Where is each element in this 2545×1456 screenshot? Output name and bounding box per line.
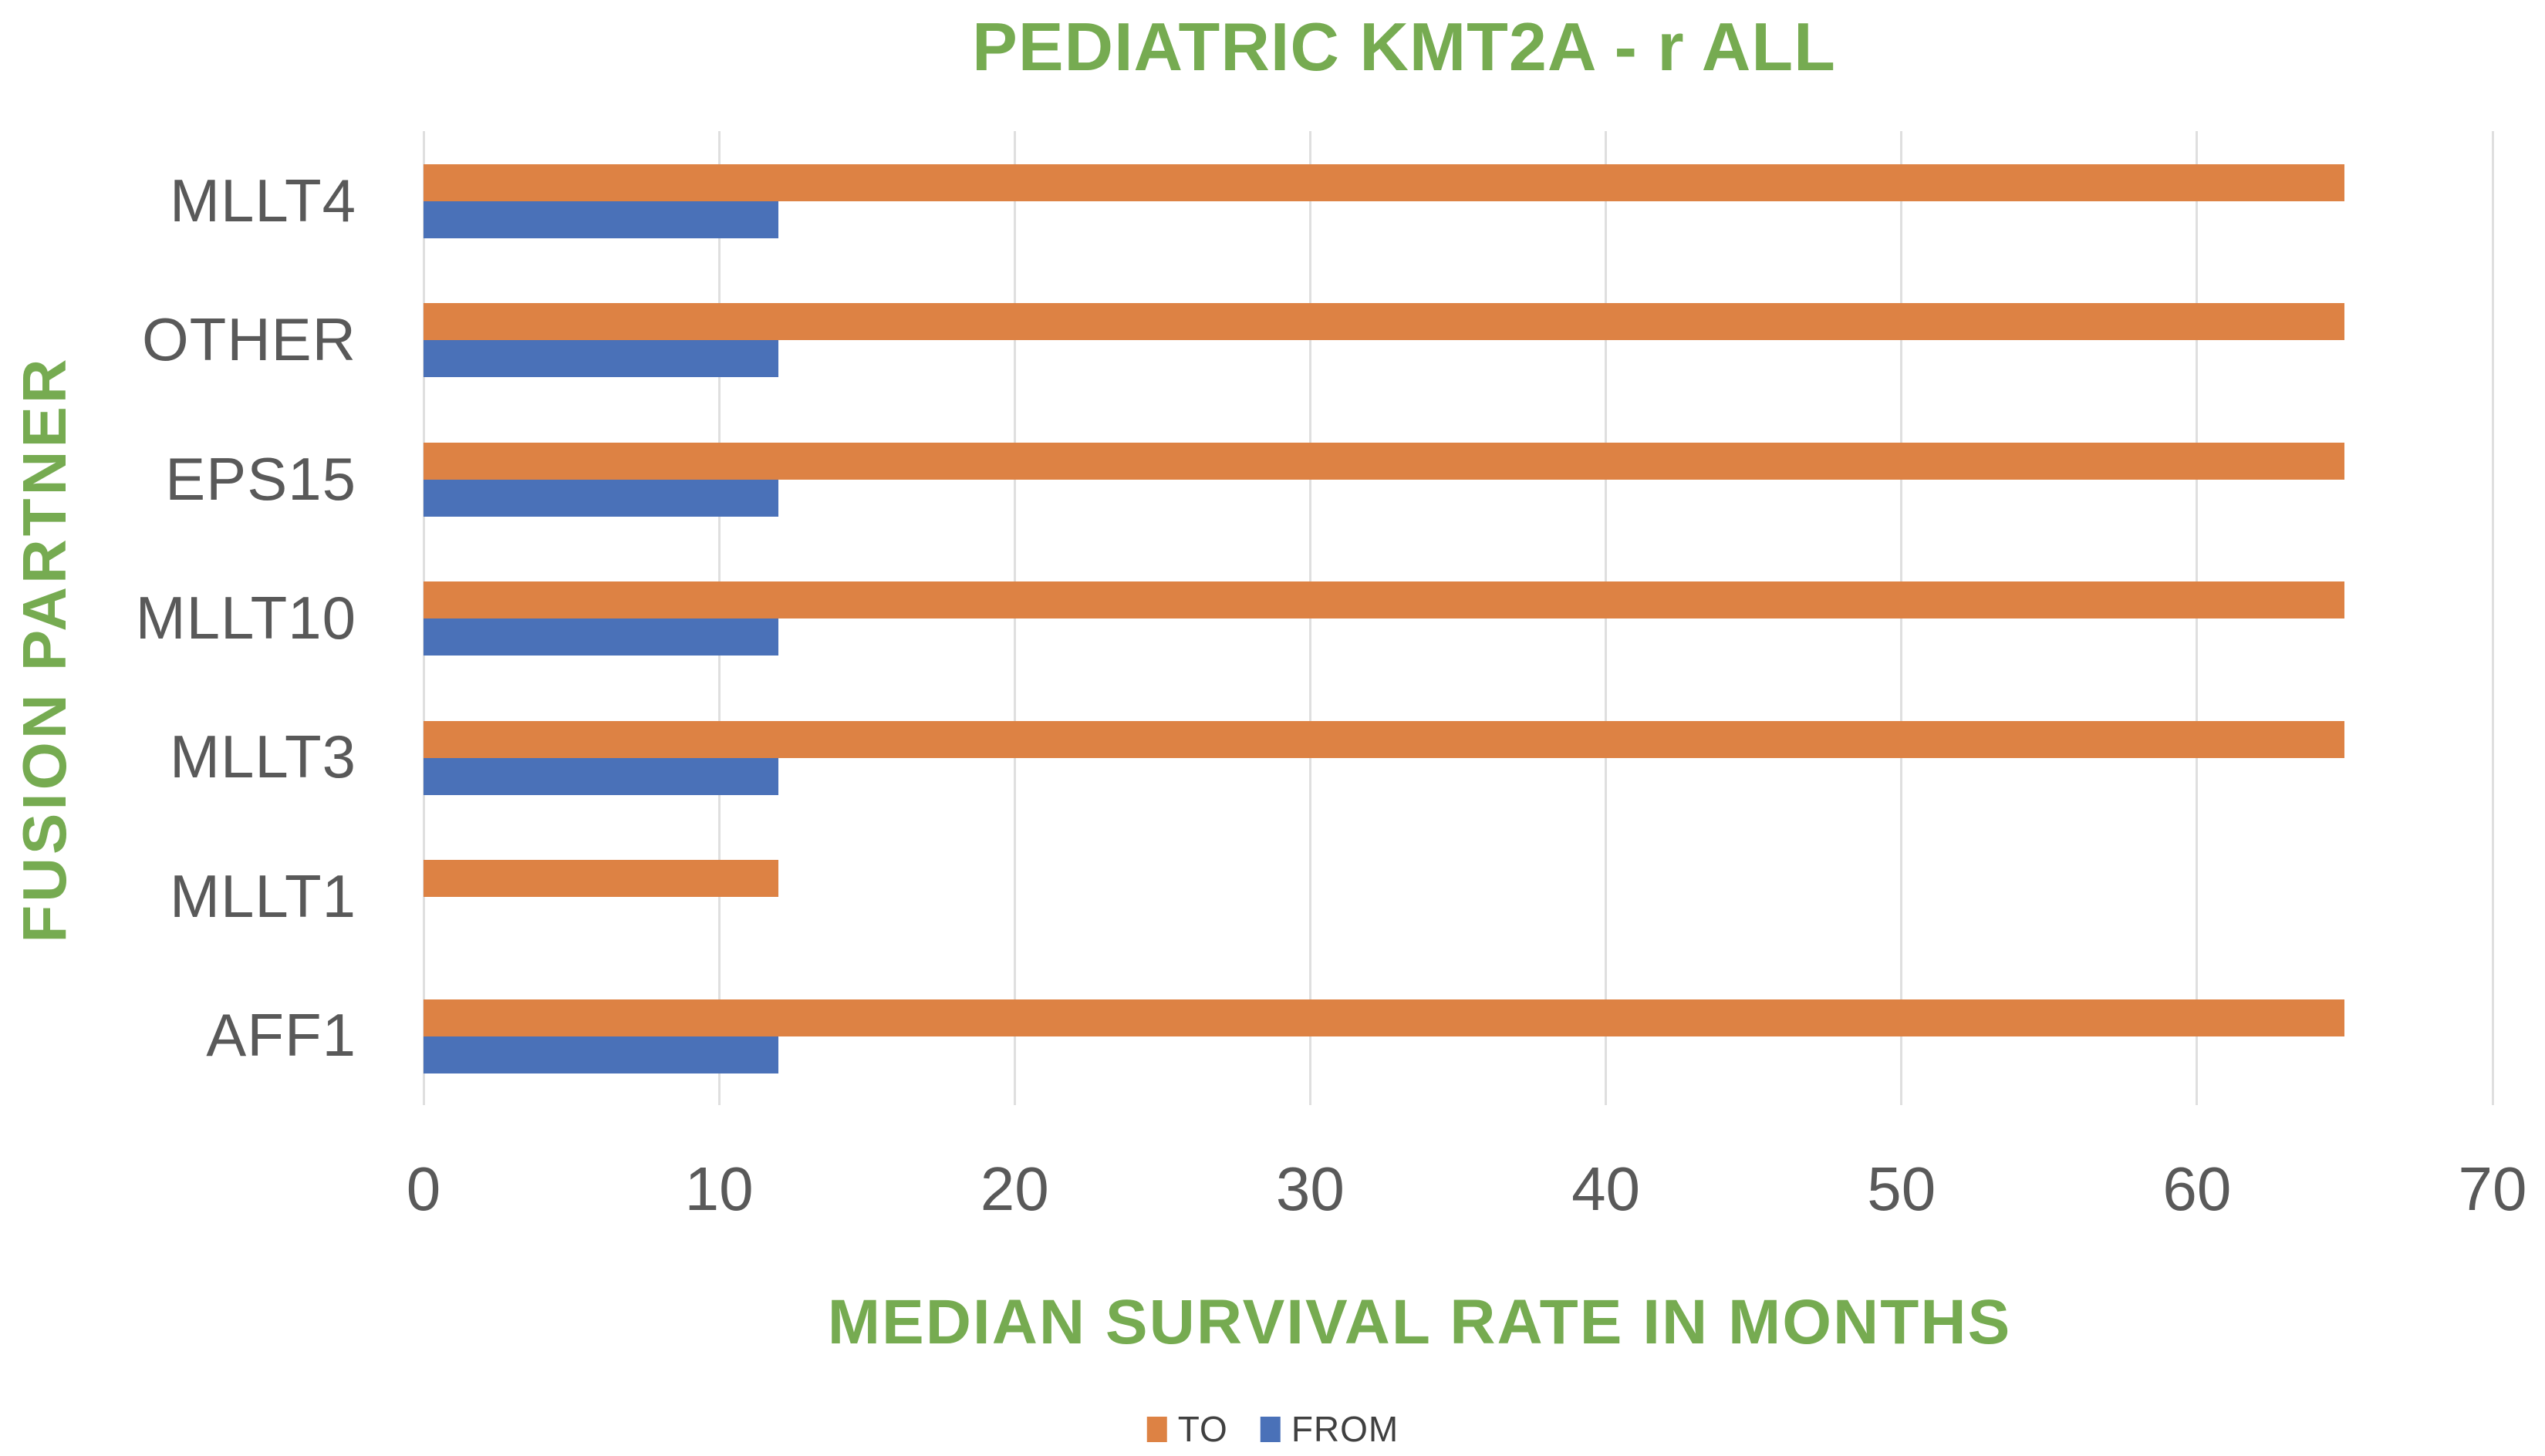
bar-to-aff1 — [424, 999, 2345, 1036]
category-label-mllt4: MLLT4 — [170, 166, 356, 234]
x-tick-label-0: 0 — [406, 1154, 441, 1223]
x-tick-label-40: 40 — [1571, 1154, 1641, 1223]
bar-to-eps15 — [424, 442, 2345, 480]
x-tick-label-10: 10 — [684, 1154, 754, 1223]
category-label-mllt3: MLLT3 — [170, 723, 356, 791]
legend-label-from: FROM — [1291, 1409, 1399, 1449]
category-label-mllt10: MLLT10 — [135, 583, 356, 652]
bar-from-other — [424, 340, 778, 378]
legend: TO FROM — [1146, 1408, 1399, 1450]
legend-label-to: TO — [1177, 1409, 1228, 1449]
gridline-70 — [2491, 131, 2494, 1105]
legend-entry-to: TO — [1146, 1408, 1228, 1450]
category-label-mllt1: MLLT1 — [170, 861, 356, 930]
bar-to-mllt1 — [424, 860, 778, 898]
plot-area — [422, 131, 2494, 1105]
x-tick-label-60: 60 — [2162, 1154, 2232, 1223]
legend-swatch-icon-from — [1260, 1416, 1281, 1442]
legend-entry-from: FROM — [1260, 1408, 1399, 1450]
chart-title: PEDIATRIC KMT2A - r ALL — [972, 8, 1836, 85]
bar-to-mllt4 — [424, 164, 2345, 201]
bar-to-other — [424, 303, 2345, 341]
bar-from-mllt10 — [424, 618, 778, 656]
category-label-aff1: AFF1 — [206, 1001, 356, 1070]
x-tick-label-50: 50 — [1867, 1154, 1936, 1223]
bar-from-eps15 — [424, 479, 778, 517]
legend-swatch-icon-to — [1146, 1416, 1167, 1442]
x-tick-label-20: 20 — [980, 1154, 1049, 1223]
category-label-eps15: EPS15 — [165, 444, 356, 513]
bar-from-mllt4 — [424, 201, 778, 238]
bar-from-mllt3 — [424, 757, 778, 795]
bar-to-mllt10 — [424, 581, 2345, 619]
x-tick-label-30: 30 — [1275, 1154, 1345, 1223]
x-tick-label-70: 70 — [2458, 1154, 2527, 1223]
bar-to-mllt3 — [424, 720, 2345, 758]
category-axis-labels: MLLT4 OTHER EPS15 MLLT10 MLLT3 MLLT1 AFF1 — [0, 131, 356, 1105]
bar-from-aff1 — [424, 1036, 778, 1073]
x-axis-title: MEDIAN SURVIVAL RATE IN MONTHS — [827, 1287, 2012, 1357]
category-label-other: OTHER — [142, 305, 356, 374]
